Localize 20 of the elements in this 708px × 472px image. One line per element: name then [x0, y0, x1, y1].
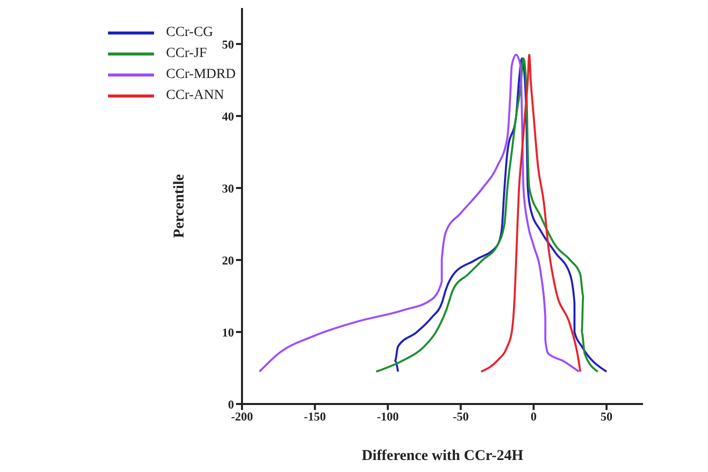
legend-label: CCr-MDRD	[166, 66, 236, 82]
x-tick-label: 0	[530, 410, 537, 424]
x-tick-label: -150	[304, 410, 326, 424]
x-tick-label: -100	[376, 410, 399, 424]
y-tick-label: 10	[222, 325, 234, 340]
line-series	[258, 54, 580, 373]
x-axis-title: Difference with CCr-24H	[362, 448, 524, 464]
line-series	[480, 54, 582, 373]
x-tick-label: -200	[231, 410, 253, 424]
legend-label: CCr-ANN	[166, 88, 224, 104]
x-tick-label: -50	[452, 410, 469, 424]
legend-label: CCr-JF	[166, 46, 207, 62]
y-tick-label: 40	[222, 109, 234, 124]
legend-label: CCr-CG	[166, 24, 214, 40]
y-axis-title: Percentile	[171, 174, 188, 238]
x-tick-label: 50	[600, 410, 613, 424]
y-tick-label: 50	[222, 37, 234, 52]
y-tick-label: 0	[228, 397, 234, 412]
y-tick-label: 30	[222, 181, 234, 196]
y-tick-label: 20	[222, 253, 234, 268]
